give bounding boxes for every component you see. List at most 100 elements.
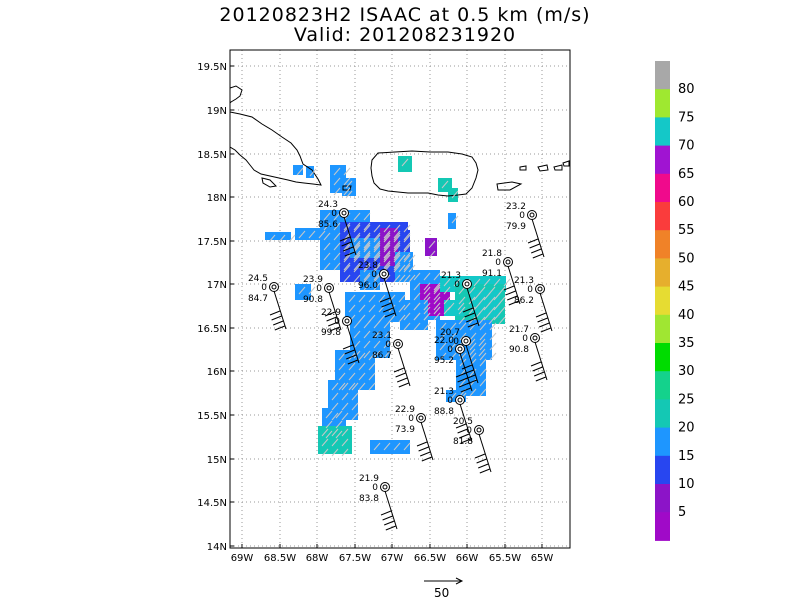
station-speed: 23.1 — [372, 331, 392, 341]
station-ring-inner — [505, 259, 511, 265]
wind-vector — [341, 438, 349, 447]
colorbar-label: 55 — [678, 223, 695, 238]
wind-barb-flag — [341, 241, 352, 247]
wind-barb — [507, 265, 521, 305]
station-ring-inner — [464, 281, 470, 287]
colorbar-swatch — [655, 89, 670, 118]
vieques-island — [496, 181, 523, 191]
wind-vector — [468, 348, 476, 357]
dropsonde-stations: 24.3085.623.2079.924.5084.723.9090.823.8… — [248, 200, 553, 531]
wind-vector — [333, 252, 341, 261]
station-pressure: 91.1 — [482, 269, 502, 279]
lat-tick-label: 18.5N — [197, 150, 227, 161]
wind-vector — [278, 234, 286, 243]
wind-vector — [433, 286, 441, 295]
wind-vector — [393, 254, 401, 263]
st-john-island — [553, 164, 563, 171]
wind-vector — [338, 382, 346, 391]
wind-barb-flag — [384, 312, 395, 318]
bvi-island — [562, 160, 570, 167]
wind-vector — [483, 278, 491, 287]
wind-barb-flag — [383, 307, 394, 313]
wind-barb — [397, 347, 411, 387]
wind-vector — [479, 368, 487, 377]
wind-vector — [479, 388, 487, 397]
wind-vector — [383, 244, 391, 253]
wind-vector — [433, 282, 441, 291]
lon-tick-label: 65.5W — [489, 553, 521, 564]
station-pressure: 79.9 — [506, 222, 526, 232]
wind-vector — [363, 264, 371, 273]
wind-vector — [341, 392, 349, 401]
wind-barb-flag — [460, 387, 471, 393]
wind-vector — [323, 232, 331, 241]
wind-vector — [439, 322, 447, 331]
wind-vector — [403, 232, 411, 241]
wind-barb-flag — [395, 372, 406, 378]
station-ring — [380, 482, 390, 492]
hispaniola-south-coast — [230, 111, 322, 186]
wind-vector — [469, 342, 477, 351]
dropsonde-station: 20.70 — [440, 328, 479, 385]
lat-tick-label: 14.5N — [197, 498, 227, 509]
wind-barb-flag — [466, 317, 477, 323]
station-dir: 0 — [454, 280, 460, 290]
lat-tick-label: 15.5N — [197, 411, 227, 422]
wind-barb-flag — [527, 238, 539, 244]
wind-vector — [393, 252, 401, 261]
wind-vector — [478, 348, 486, 357]
wind-vector — [358, 294, 366, 303]
wind-speed-cell — [345, 292, 405, 322]
station-ring — [474, 425, 484, 435]
wind-vector — [363, 282, 371, 291]
wind-barb-flag — [274, 325, 285, 331]
wind-vector — [488, 316, 496, 325]
wind-vector — [363, 252, 371, 261]
wind-barb-flag — [418, 446, 429, 452]
wind-vector — [479, 332, 487, 341]
wind-vector — [338, 372, 346, 381]
station-ring-inner — [457, 397, 463, 403]
wind-vector — [488, 286, 496, 295]
station-dir: 0 — [334, 317, 340, 327]
wind-vector — [268, 234, 276, 243]
station-dir: 0 — [495, 258, 501, 268]
wind-vector — [373, 240, 381, 249]
wind-vector — [333, 177, 341, 186]
station-ring-inner — [381, 271, 387, 277]
colorbar-swatch — [655, 202, 670, 231]
wind-barb-flag — [532, 366, 543, 372]
wind-barb-flag — [393, 367, 405, 373]
wind-vector — [393, 234, 401, 243]
wind-vector — [325, 410, 333, 419]
wind-vector — [373, 274, 381, 283]
wind-vector — [383, 442, 391, 451]
wind-vector — [493, 302, 501, 311]
wind-vector — [433, 292, 441, 301]
wind-vector — [351, 382, 359, 391]
wind-speed-cell — [295, 228, 325, 240]
lon-tick-label: 67.5W — [339, 553, 371, 564]
station-speed: 20.7 — [440, 328, 460, 338]
station-ring — [324, 283, 334, 293]
station-speed: 23.9 — [303, 275, 323, 285]
colorbar-label: 45 — [678, 280, 695, 295]
wind-barb-flag — [344, 251, 355, 257]
wind-barb-flag — [457, 428, 468, 434]
wind-vector — [393, 250, 401, 259]
wind-barb-flag — [346, 354, 357, 360]
wind-barb-flag — [478, 463, 489, 469]
station-ring-inner — [476, 427, 482, 433]
wind-vector — [338, 362, 346, 371]
wind-vector — [368, 362, 376, 371]
wind-vector — [321, 438, 329, 447]
wind-vector — [343, 254, 351, 263]
wind-vector — [443, 286, 451, 295]
wind-vector — [447, 302, 455, 311]
wind-vector — [368, 304, 376, 313]
wind-vector — [331, 382, 339, 391]
wind-vector — [403, 274, 411, 283]
wind-barb-flag — [534, 371, 545, 377]
wind-vector — [353, 222, 361, 231]
